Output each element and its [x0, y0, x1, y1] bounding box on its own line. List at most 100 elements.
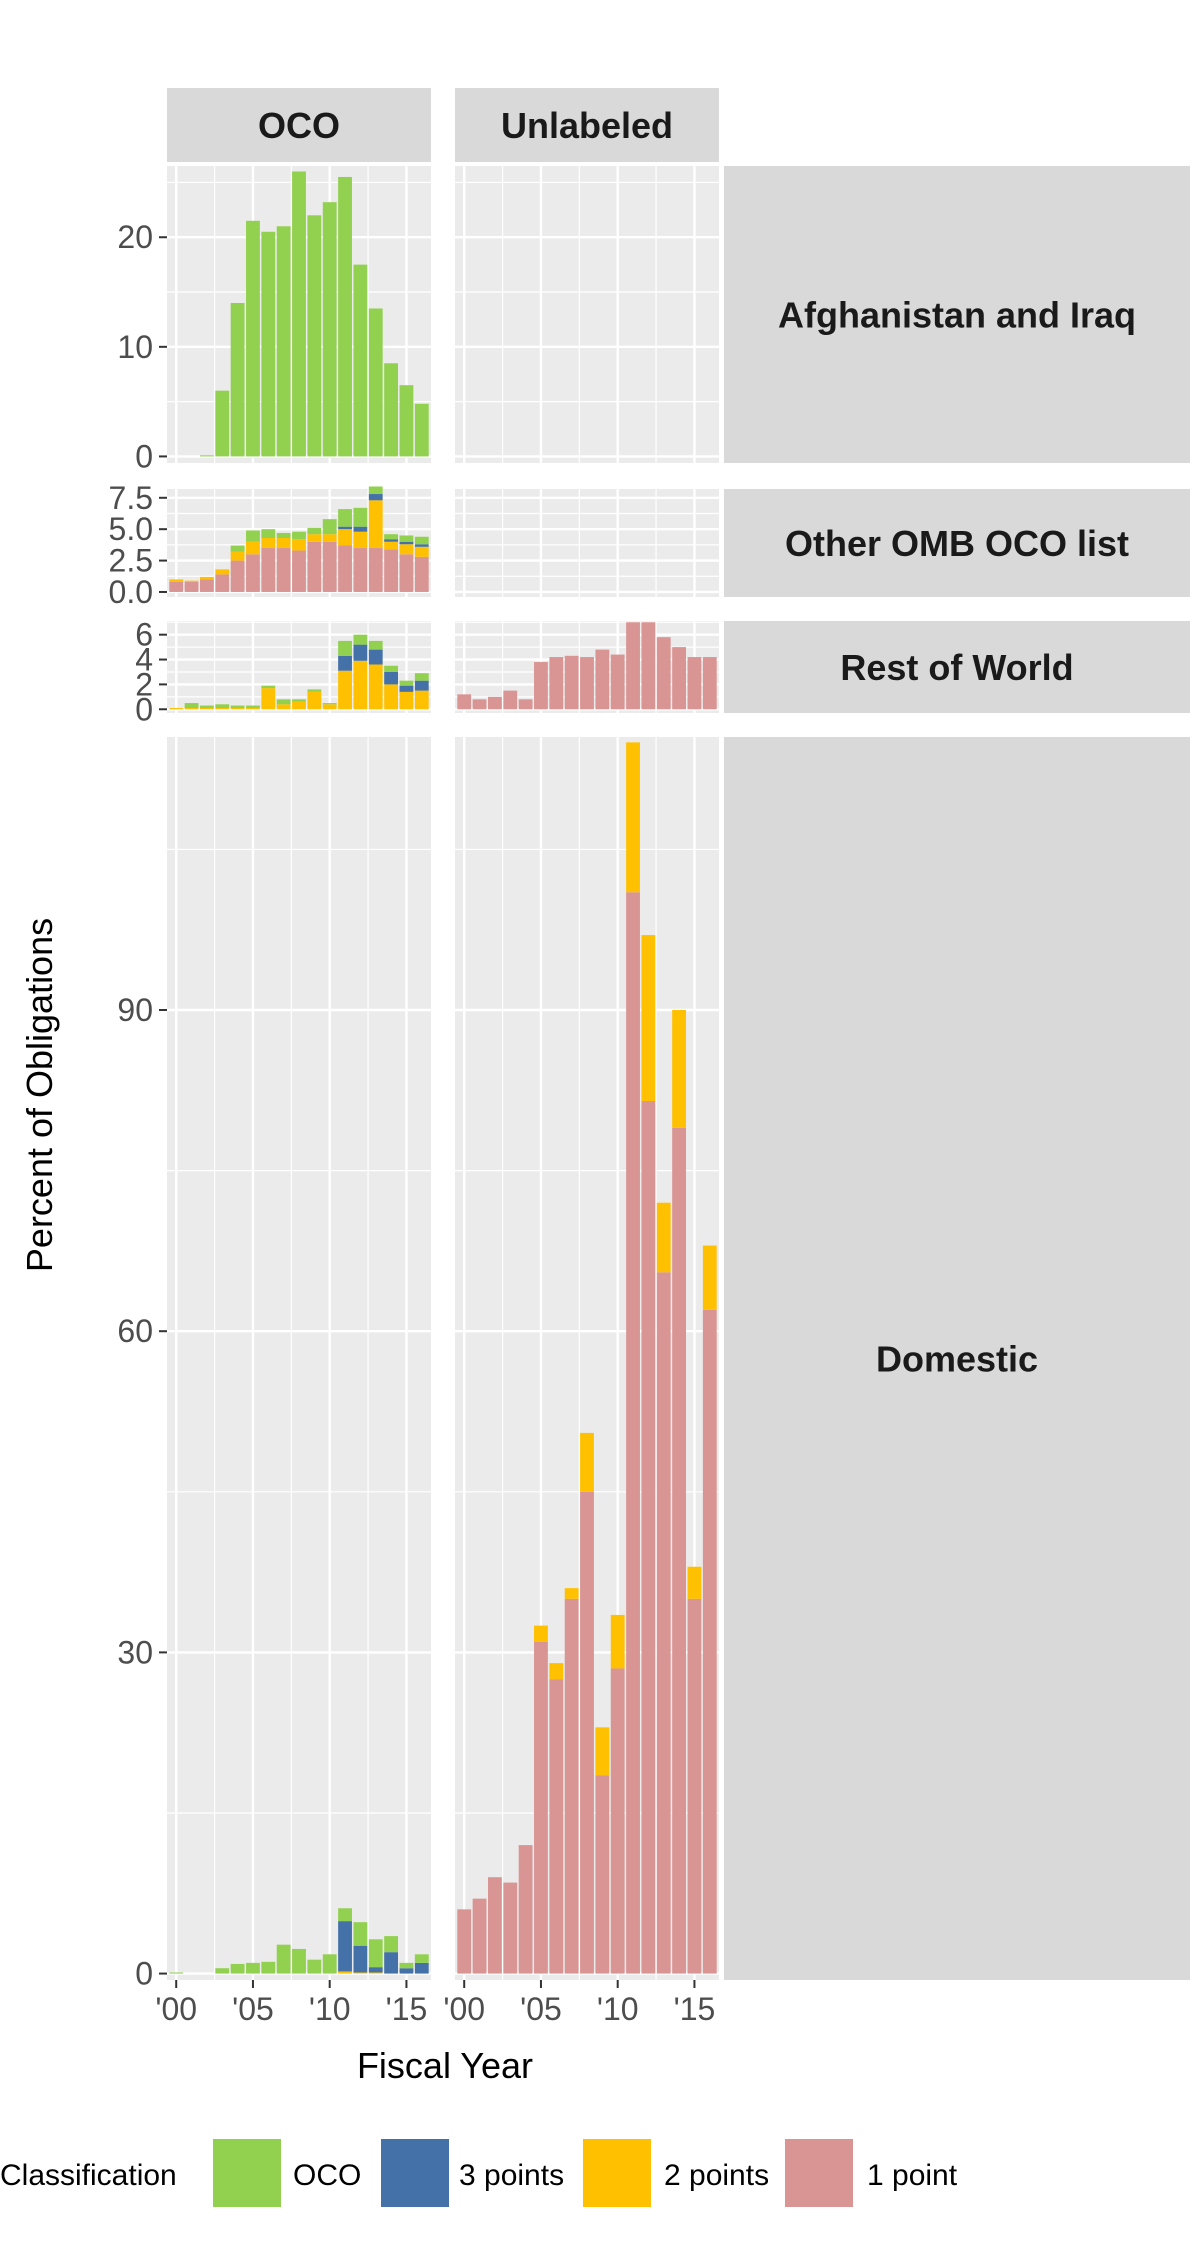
- y-tick-label: 0: [135, 691, 153, 727]
- bar-p2: [338, 670, 352, 710]
- bar-p1: [472, 1898, 487, 1974]
- row-strip-label: Afghanistan and Iraq: [778, 295, 1136, 336]
- bar-p1: [672, 647, 686, 710]
- bar-p2: [534, 1625, 548, 1642]
- row-strip: [724, 737, 1190, 1980]
- bar-p1: [702, 657, 717, 710]
- bar-p1: [687, 657, 702, 710]
- bar-p3: [399, 541, 414, 545]
- bar-oco: [215, 1968, 230, 1974]
- bar-p3: [368, 1967, 383, 1973]
- bar-oco: [246, 705, 260, 709]
- bar-oco: [338, 176, 352, 457]
- bar-p3: [353, 644, 368, 661]
- bar-p2: [246, 708, 260, 710]
- bar-p2: [230, 551, 245, 561]
- bar-p3: [338, 526, 352, 530]
- bar-oco: [184, 703, 199, 709]
- y-axis-title: Percent of Obligations: [19, 918, 60, 1272]
- row-strip: [724, 166, 1190, 463]
- bar-oco: [414, 673, 429, 681]
- bar-p2: [702, 1245, 717, 1310]
- bar-oco: [307, 215, 322, 457]
- bar-oco: [353, 634, 368, 645]
- bar-p1: [518, 1845, 533, 1974]
- bar-p2: [215, 569, 230, 575]
- row-strip-label: Domestic: [876, 1339, 1038, 1380]
- bar-p1: [580, 657, 594, 710]
- bar-oco: [414, 536, 429, 545]
- bar-oco: [292, 699, 306, 702]
- bar-p1: [656, 637, 671, 710]
- legend-label: OCO: [293, 2159, 361, 2192]
- bar-oco: [276, 532, 291, 538]
- bar-oco: [200, 705, 214, 709]
- bar-p1: [610, 1668, 625, 1974]
- bar-p1: [626, 892, 640, 1974]
- bar-p2: [307, 691, 322, 710]
- bar-p1: [322, 541, 337, 592]
- bar-oco: [307, 689, 322, 692]
- bar-oco: [368, 308, 383, 457]
- strip-unlabeled: [455, 88, 719, 162]
- bar-oco: [261, 685, 276, 689]
- bar-p2: [261, 537, 276, 549]
- bar-oco: [261, 1961, 276, 1974]
- y-tick-label: 60: [117, 1313, 153, 1349]
- axes: 010200.02.55.07.502460306090'00'05'10'15…: [109, 219, 716, 2027]
- bar-p2: [307, 534, 322, 542]
- bar-p3: [399, 685, 414, 692]
- bar-p1: [200, 579, 214, 592]
- bar-p2: [230, 708, 245, 710]
- bar-oco: [246, 1962, 260, 1974]
- bar-oco: [353, 264, 368, 457]
- bar-p2: [368, 664, 383, 710]
- bar-p3: [414, 680, 429, 691]
- x-tick-label: '00: [443, 1991, 485, 2027]
- legend-label: 1 point: [867, 2159, 958, 2192]
- legend-key-p2: [583, 2139, 651, 2207]
- bar-p2: [549, 1663, 564, 1680]
- bar-p1: [472, 699, 487, 710]
- bar-p1: [307, 541, 322, 592]
- bar-p2: [276, 704, 291, 710]
- y-tick-label: 5.0: [109, 511, 153, 547]
- bar-p1: [384, 549, 398, 592]
- bar-p3: [353, 1945, 368, 1973]
- bar-p2: [200, 708, 214, 710]
- row-strip: [724, 489, 1190, 597]
- bar-p1: [353, 548, 368, 592]
- bar-oco: [338, 509, 352, 527]
- bar-p2: [641, 935, 656, 1102]
- bar-p1: [641, 622, 656, 710]
- bar-p3: [399, 1968, 414, 1974]
- row-strip-label: Other OMB OCO list: [785, 523, 1129, 564]
- bar-p1: [610, 654, 625, 710]
- bar-oco: [261, 529, 276, 538]
- legend-key-p1: [785, 2139, 853, 2207]
- bar-p2: [338, 1971, 352, 1974]
- bar-p1: [549, 1679, 564, 1974]
- bar-oco: [292, 171, 306, 457]
- bar-oco: [384, 534, 398, 540]
- bar-p1: [518, 699, 533, 710]
- bar-p1: [595, 649, 610, 710]
- y-tick-label: 2: [135, 666, 153, 702]
- bar-p3: [353, 526, 368, 532]
- y-tick-label: 30: [117, 1634, 153, 1670]
- bar-p2: [184, 708, 199, 710]
- bar-oco: [246, 530, 260, 542]
- bar-p2: [184, 580, 199, 582]
- bar-oco: [384, 665, 398, 672]
- bar-p2: [580, 1432, 594, 1492]
- bar-p1: [672, 1127, 686, 1974]
- bar-p2: [564, 1588, 579, 1599]
- bar-p1: [276, 548, 291, 592]
- strip-label: Unlabeled: [501, 105, 673, 146]
- bar-p1: [702, 1309, 717, 1974]
- bar-oco: [246, 220, 260, 457]
- bar-oco: [338, 1908, 352, 1922]
- legend-title: Classification: [0, 2159, 177, 2192]
- bar-oco: [230, 1963, 245, 1974]
